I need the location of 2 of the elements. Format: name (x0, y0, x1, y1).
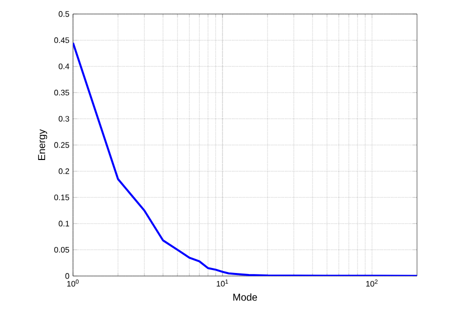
x-axis-title: Mode (233, 293, 258, 301)
y-axis-title: Energy (38, 129, 48, 160)
